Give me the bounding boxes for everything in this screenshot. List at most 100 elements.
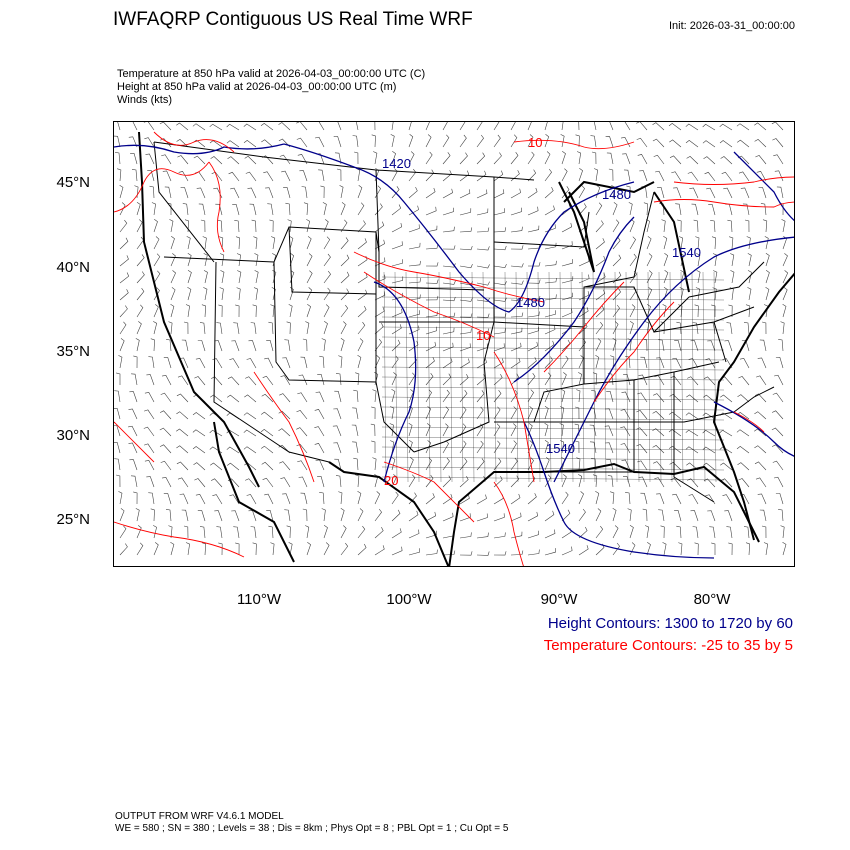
wind-barb [340, 271, 350, 284]
wind-barb [578, 203, 587, 216]
wind-barb [459, 189, 471, 199]
wind-barb [210, 394, 223, 403]
wind-barb [340, 321, 347, 335]
wind-barb [237, 270, 242, 284]
wind-barb [595, 255, 606, 267]
wind-barb [319, 492, 325, 505]
map-canvas: 1420 1480 1540 1480 1540 10 10 20 [114, 122, 794, 566]
wind-barb [289, 253, 295, 267]
wind-barb [662, 542, 667, 556]
wind-barb [203, 253, 208, 267]
wind-barb [737, 139, 750, 148]
temperature-contour-labels: 10 10 20 [384, 135, 542, 488]
wind-barb [357, 202, 365, 216]
wind-barb [493, 313, 507, 318]
wind-barb [352, 135, 359, 148]
wind-barb [561, 355, 569, 369]
wind-barb [561, 222, 573, 233]
wind-barb [595, 202, 603, 216]
wind-barb [136, 542, 144, 556]
wind-barb [442, 170, 452, 182]
wind-barb [335, 373, 342, 386]
wind-barb [678, 542, 683, 556]
wind-barb [236, 287, 241, 301]
wind-barb [136, 271, 145, 284]
wind-barb [705, 358, 716, 369]
wind-barb [168, 525, 173, 539]
lat-label-30n: 30°N [56, 427, 90, 444]
wind-barb [744, 219, 750, 233]
wind-barb [374, 355, 381, 369]
wind-barb [493, 440, 501, 454]
wind-barb [578, 274, 590, 284]
wind-barb [160, 392, 172, 403]
wind-barb [136, 202, 141, 216]
wind-barb [374, 322, 384, 335]
wind-barb [742, 203, 750, 216]
wind-barb [724, 340, 733, 352]
wind-barb [357, 220, 366, 233]
wind-barb [315, 391, 325, 403]
wind-barb [729, 287, 734, 301]
wind-barb [544, 122, 548, 131]
wind-barb [136, 525, 142, 539]
wind-barb [297, 154, 308, 165]
wind-barb [170, 253, 176, 267]
wind-barb [629, 542, 636, 556]
wind-barb [527, 206, 539, 216]
wind-barb [707, 340, 716, 352]
wind-barb [778, 509, 784, 522]
wind-barb [296, 122, 308, 131]
wind-barb [306, 219, 311, 233]
wind-barb [722, 494, 733, 505]
wind-barb [652, 428, 665, 437]
wind-barb [114, 458, 121, 471]
wind-barb [128, 442, 138, 454]
wind-barb [119, 305, 128, 318]
wind-barb [612, 542, 620, 556]
wind-barb [425, 122, 430, 131]
wind-barb [306, 542, 311, 556]
wind-barb [622, 153, 631, 165]
wind-barb [153, 304, 159, 318]
wind-barb [357, 338, 364, 352]
wind-barb [296, 137, 308, 148]
wind-barb [476, 440, 484, 454]
wind-barb [246, 358, 257, 369]
wind-barb [425, 326, 437, 335]
wind-barb [709, 526, 716, 539]
wind-barb [719, 446, 733, 454]
wind-barb [754, 411, 767, 420]
wind-barb [527, 262, 541, 267]
wind-barb [578, 307, 589, 318]
wind-barb [144, 443, 155, 454]
wind-barb [629, 236, 636, 250]
wind-barb [544, 548, 556, 556]
wind-barb [355, 474, 360, 488]
wind-barb [646, 270, 653, 284]
wind-barb [510, 342, 522, 352]
wind-barb [130, 475, 138, 488]
wind-barb [166, 339, 172, 352]
wind-barb [476, 313, 490, 318]
wind-barb [389, 423, 394, 437]
wind-barb [248, 340, 257, 352]
wind-barb [215, 203, 223, 216]
wind-barb [266, 340, 274, 352]
wind-barb [150, 338, 155, 352]
wind-barb [340, 288, 349, 301]
wind-barb [459, 406, 467, 420]
wind-barb [608, 168, 614, 182]
wind-barb [306, 287, 313, 301]
wind-barb [636, 137, 648, 148]
wind-barb [442, 296, 456, 302]
wind-barb [493, 513, 505, 522]
wind-barb [612, 508, 617, 522]
wind-barb [135, 508, 140, 522]
wind-barb [595, 321, 604, 335]
wind-barb [628, 202, 633, 216]
wind-barb [595, 355, 600, 369]
wind-barb [442, 440, 449, 454]
wind-barb [249, 203, 257, 216]
wind-barb [338, 355, 343, 369]
